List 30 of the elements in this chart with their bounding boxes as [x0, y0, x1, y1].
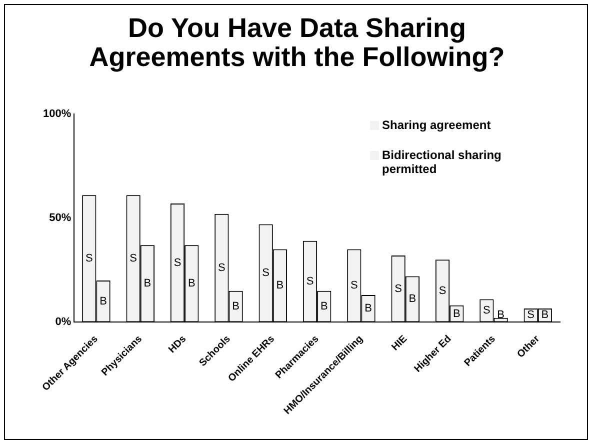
data-label: S: [85, 252, 93, 265]
data-label: S: [262, 267, 270, 280]
y-tick-label: 50%: [49, 212, 72, 224]
data-label: S: [527, 309, 535, 322]
data-label: S: [174, 256, 182, 269]
data-label: B: [364, 302, 372, 315]
x-tick-label: HDs: [166, 333, 189, 356]
data-label: S: [130, 252, 137, 265]
data-label: B: [276, 280, 284, 292]
data-label: B: [144, 278, 152, 290]
data-label: B: [232, 300, 240, 313]
data-label: S: [483, 304, 490, 317]
legend-label: Bidirectional sharing permitted: [382, 148, 502, 176]
legend-label: Sharing agreement: [382, 118, 491, 132]
data-label: B: [320, 300, 328, 313]
data-label: S: [350, 280, 358, 292]
data-label: B: [408, 293, 416, 306]
data-label: B: [497, 309, 504, 322]
y-tick-label: 100%: [42, 108, 72, 120]
data-label: B: [188, 278, 196, 290]
x-tick-label: HIE: [390, 333, 410, 354]
data-label: S: [306, 276, 314, 288]
y-tick-label: 0%: [55, 316, 72, 328]
data-label: B: [100, 295, 107, 308]
data-label: S: [394, 282, 402, 295]
chart-title: Do You Have Data Sharing Agreements with the Following?: [88, 13, 506, 72]
data-label: B: [541, 309, 549, 322]
data-label: S: [438, 284, 446, 297]
data-label: B: [452, 308, 460, 320]
data-label: S: [218, 262, 226, 274]
